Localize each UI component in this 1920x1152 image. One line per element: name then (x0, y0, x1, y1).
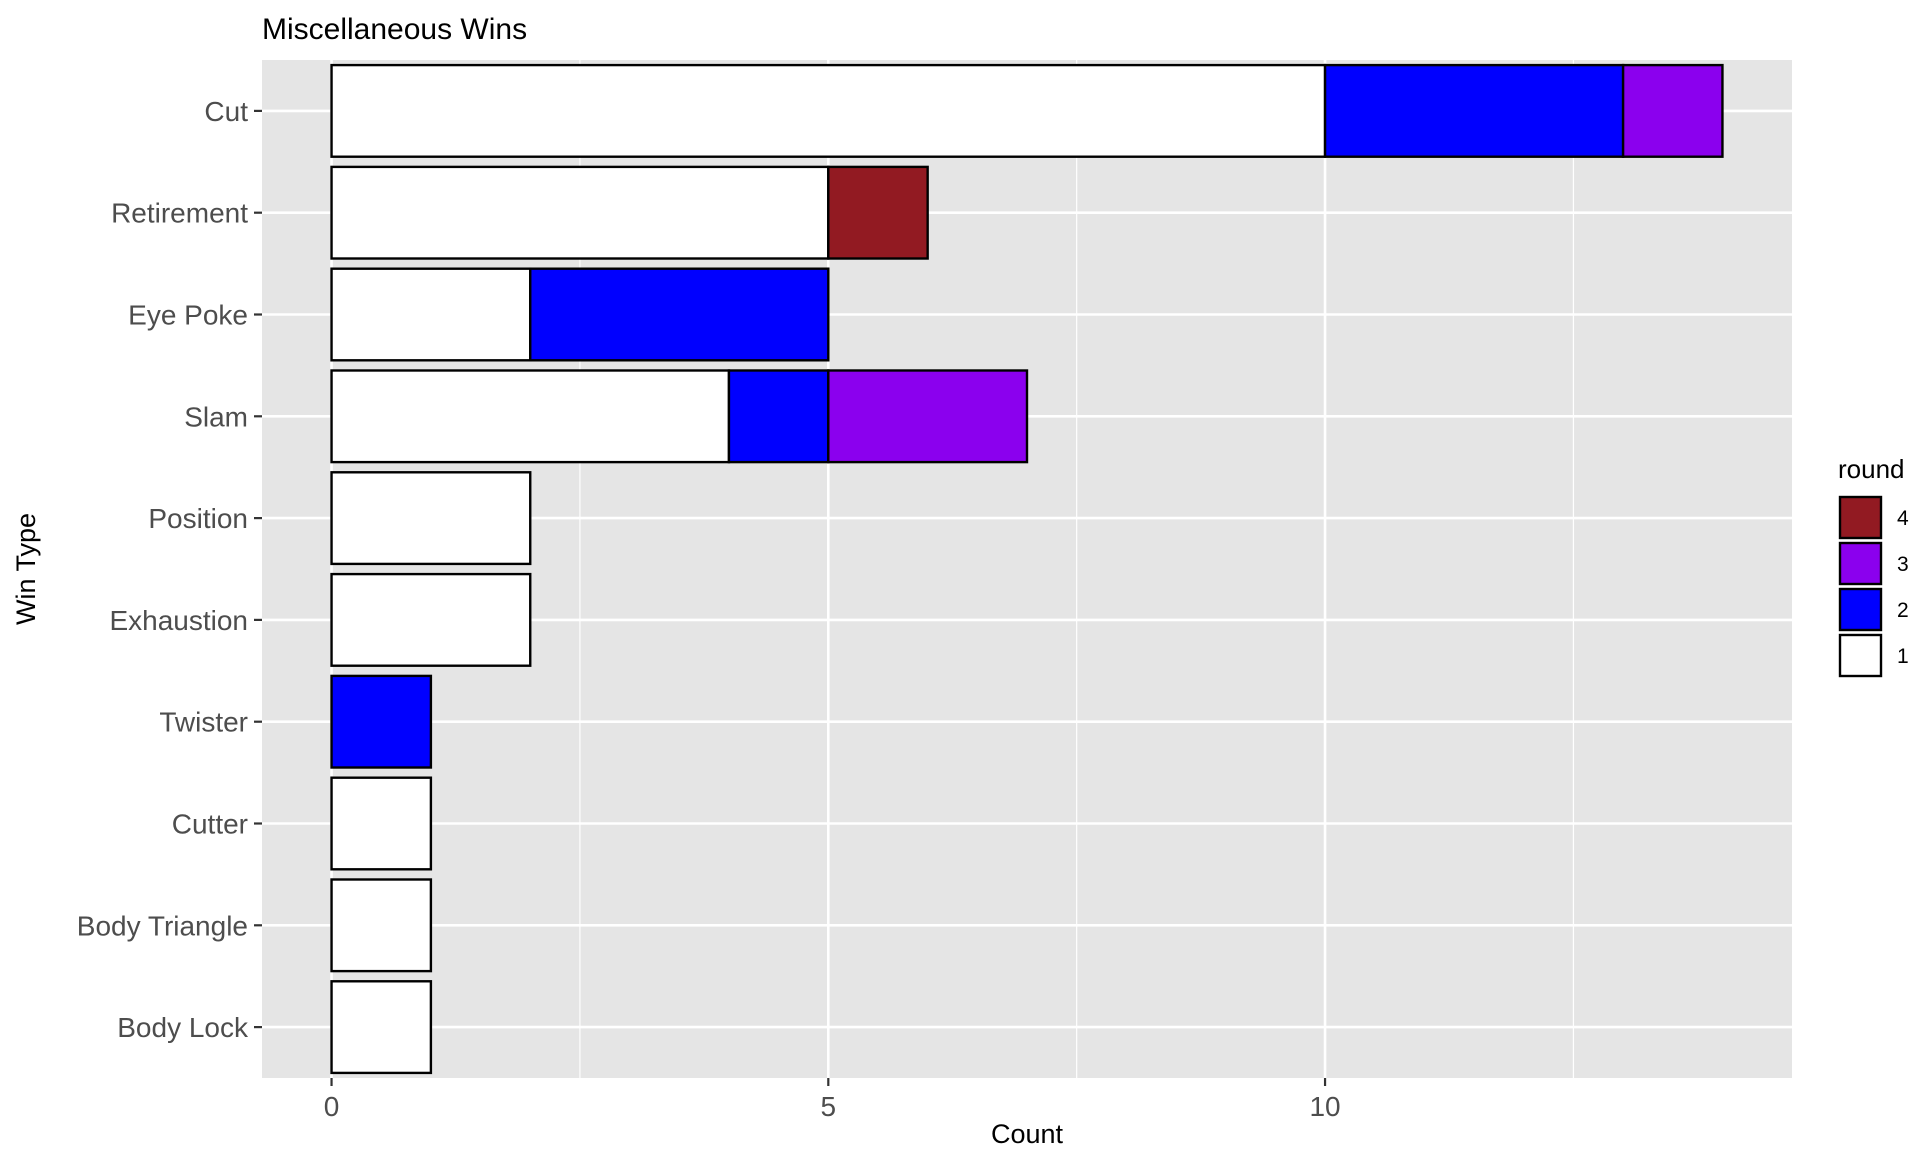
y-tick-label: Retirement (111, 198, 248, 229)
bar-segment (1323, 63, 1625, 158)
legend-items: 4 3 2 1 (1838, 495, 1909, 678)
bar-segment (330, 369, 731, 464)
bar-segment (330, 572, 532, 667)
bar-segment (330, 980, 433, 1075)
legend: round 4 3 2 1 (1838, 454, 1909, 678)
bar-segment (330, 878, 433, 973)
bar-segment (529, 267, 830, 362)
y-tick-label: Cut (204, 96, 248, 127)
x-axis-title: Count (991, 1119, 1064, 1149)
y-tick-label: Cutter (172, 809, 248, 840)
legend-key (1838, 541, 1883, 586)
y-tick-label: Twister (159, 707, 248, 738)
axes: Cut Retirement Eye Poke Slam Position Exhaust… (77, 96, 1341, 1122)
x-tick-label: 10 (1309, 1091, 1340, 1122)
bars (330, 63, 1724, 1075)
legend-key (1838, 633, 1883, 678)
bar-segment (330, 776, 433, 871)
legend-key (1838, 587, 1883, 632)
y-tick-label: Exhaustion (109, 605, 248, 636)
bar-segment (330, 63, 1327, 158)
bar-segment (330, 471, 532, 566)
bar-segment (827, 369, 1029, 464)
bar-segment (727, 369, 830, 464)
legend-label: 3 (1897, 553, 1909, 576)
x-tick-label: 5 (821, 1091, 837, 1122)
legend-title: round (1838, 454, 1905, 484)
y-tick-label: Body Lock (117, 1012, 249, 1043)
y-tick-label: Eye Poke (128, 300, 248, 331)
x-tick-label: 0 (324, 1091, 340, 1122)
y-tick-label: Slam (184, 401, 248, 432)
bar-segment (827, 165, 929, 260)
legend-label: 4 (1897, 507, 1909, 530)
legend-label: 1 (1897, 645, 1909, 668)
bar-segment (330, 165, 830, 260)
bar-segment (330, 674, 433, 769)
chart-title: Miscellaneous Wins (262, 13, 527, 46)
bar-segment (1621, 63, 1724, 158)
legend-label: 2 (1897, 599, 1909, 622)
bar-segment (330, 267, 532, 362)
y-tick-label: Position (148, 503, 248, 534)
y-axis-title: Win Type (11, 513, 41, 625)
y-tick-label: Body Triangle (77, 910, 248, 941)
legend-key (1838, 495, 1883, 540)
